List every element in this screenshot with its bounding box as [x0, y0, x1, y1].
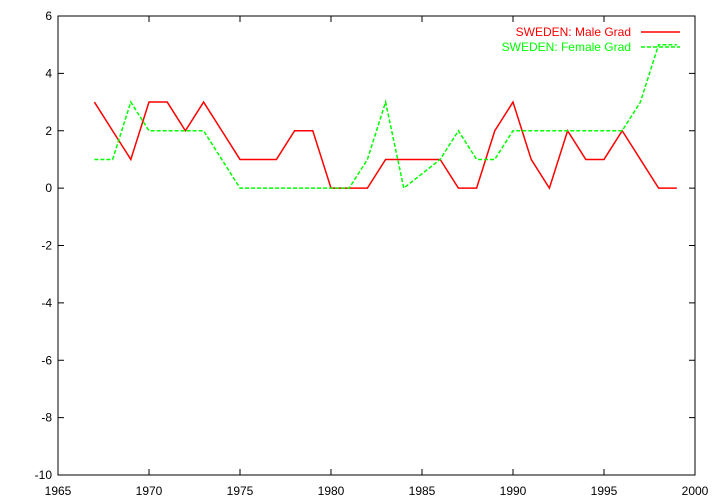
x-tick-label: 1990 [500, 484, 527, 498]
y-tick-label: -6 [41, 353, 52, 367]
x-tick-label: 1965 [45, 484, 72, 498]
y-tick-label: 4 [45, 66, 52, 80]
y-tick-label: 2 [45, 124, 52, 138]
x-tick-label: 1980 [318, 484, 345, 498]
series-line-female-grad [94, 43, 677, 190]
plot-frame [57, 15, 696, 476]
y-tick-label: -10 [35, 468, 53, 482]
x-axis-ticks: 1965 1970 1975 1980 1985 1990 1995 2000 [45, 16, 709, 498]
x-tick-label: 1995 [591, 484, 618, 498]
x-tick-label: 1975 [227, 484, 254, 498]
y-tick-label: -2 [41, 239, 52, 253]
x-tick-label: 1985 [409, 484, 436, 498]
series-lines [93, 43, 677, 190]
y-tick-label: 0 [45, 181, 52, 195]
legend-label: SWEDEN: Male Grad [516, 25, 631, 39]
x-tick-label: 1970 [136, 484, 163, 498]
y-axis-ticks: -10 -8 -6 -4 -2 0 2 4 6 [35, 9, 695, 482]
y-tick-label: 6 [45, 9, 52, 23]
series-line-male-grad [93, 100, 677, 190]
y-tick-label: -8 [41, 411, 52, 425]
x-tick-label: 2000 [682, 484, 709, 498]
y-tick-label: -4 [41, 296, 52, 310]
legend-label: SWEDEN: Female Grad [502, 40, 631, 54]
